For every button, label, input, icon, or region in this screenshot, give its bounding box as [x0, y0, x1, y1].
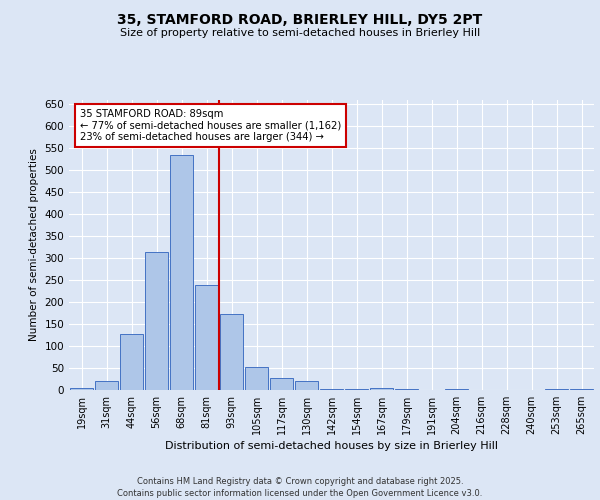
- Bar: [395, 389, 418, 390]
- X-axis label: Distribution of semi-detached houses by size in Brierley Hill: Distribution of semi-detached houses by …: [165, 441, 498, 451]
- Text: 35 STAMFORD ROAD: 89sqm
← 77% of semi-detached houses are smaller (1,162)
23% of: 35 STAMFORD ROAD: 89sqm ← 77% of semi-de…: [79, 108, 341, 142]
- Text: Size of property relative to semi-detached houses in Brierley Hill: Size of property relative to semi-detach…: [120, 28, 480, 38]
- Bar: [445, 388, 469, 390]
- Bar: [70, 388, 94, 390]
- Bar: [545, 389, 568, 390]
- Bar: [170, 155, 193, 390]
- Bar: [320, 388, 343, 390]
- Bar: [344, 388, 368, 390]
- Bar: [220, 314, 244, 390]
- Y-axis label: Number of semi-detached properties: Number of semi-detached properties: [29, 148, 39, 342]
- Bar: [194, 284, 218, 390]
- Bar: [269, 378, 293, 390]
- Bar: [95, 381, 118, 390]
- Bar: [370, 388, 394, 390]
- Text: Contains HM Land Registry data © Crown copyright and database right 2025.
Contai: Contains HM Land Registry data © Crown c…: [118, 476, 482, 498]
- Bar: [569, 389, 593, 390]
- Bar: [245, 367, 268, 390]
- Bar: [119, 334, 143, 390]
- Bar: [295, 381, 319, 390]
- Text: 35, STAMFORD ROAD, BRIERLEY HILL, DY5 2PT: 35, STAMFORD ROAD, BRIERLEY HILL, DY5 2P…: [118, 12, 482, 26]
- Bar: [145, 252, 169, 390]
